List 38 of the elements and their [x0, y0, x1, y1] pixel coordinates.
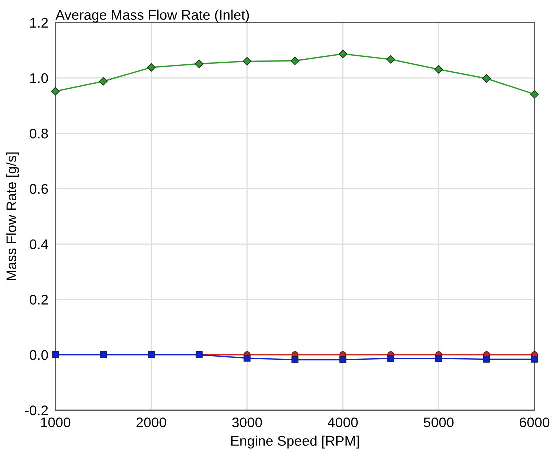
point — [386, 55, 396, 64]
point — [290, 56, 300, 66]
point — [388, 355, 394, 362]
point — [52, 352, 60, 359]
y-tick-label: 0.2 — [30, 294, 48, 305]
point — [292, 356, 299, 364]
point — [51, 87, 60, 96]
point — [147, 63, 156, 72]
point — [243, 57, 252, 66]
chart-title: Average Mass Flow Rate (Inlet) — [56, 10, 250, 23]
y-tick-label: 0.6 — [30, 184, 48, 194]
x-tick-label: 5000 — [424, 418, 454, 428]
point — [483, 356, 490, 363]
point — [435, 355, 442, 362]
y-tick-label: 1.2 — [30, 18, 48, 28]
point — [148, 352, 155, 359]
point — [340, 356, 347, 364]
point — [434, 65, 444, 74]
y-axis-title: Mass Flow Rate [g/s] — [6, 152, 20, 280]
point — [244, 354, 251, 362]
y-tick-label: 0.4 — [30, 240, 48, 250]
y-tick-label: 1.0 — [30, 74, 48, 84]
point — [99, 77, 108, 86]
point — [530, 90, 539, 99]
x-tick-label: 1000 — [41, 418, 71, 428]
point — [482, 74, 492, 84]
y-tick-label: 0.8 — [30, 128, 48, 139]
y-tick-label: -0.2 — [25, 406, 48, 416]
x-tick-label: 2000 — [136, 418, 166, 428]
point — [100, 352, 108, 359]
x-tick-label: 3000 — [232, 418, 262, 428]
point — [338, 50, 348, 58]
y-tick-label: 0.0 — [30, 350, 48, 360]
x-tick-label: 4000 — [328, 418, 358, 428]
x-axis-title: Engine Speed [RPM] — [232, 436, 360, 449]
x-tick-label: 6000 — [520, 418, 550, 428]
point — [531, 356, 538, 363]
point — [195, 60, 204, 68]
